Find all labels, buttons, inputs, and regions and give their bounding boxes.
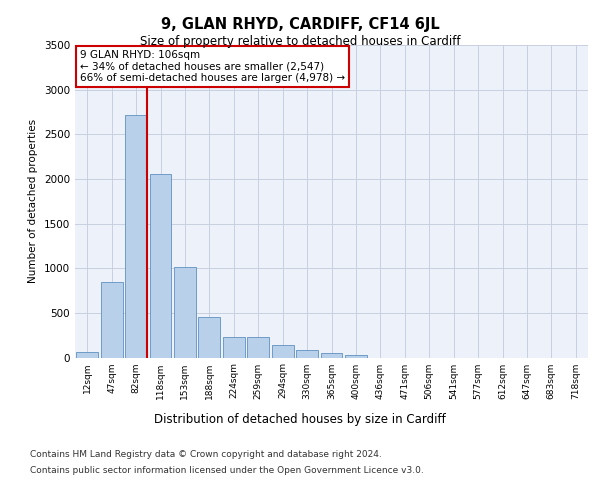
Bar (296, 350, 318, 358)
Bar (272, 344, 293, 358)
Text: Distribution of detached houses by size in Cardiff: Distribution of detached houses by size … (154, 412, 446, 426)
Bar (101, 282, 122, 358)
Text: 9, GLAN RHYD, CARDIFF, CF14 6JL: 9, GLAN RHYD, CARDIFF, CF14 6JL (161, 18, 439, 32)
Bar (320, 352, 343, 358)
Y-axis label: Number of detached properties: Number of detached properties (28, 119, 38, 284)
Bar (76, 352, 98, 358)
Bar (149, 174, 172, 358)
Bar (345, 355, 367, 358)
Text: Size of property relative to detached houses in Cardiff: Size of property relative to detached ho… (140, 35, 460, 48)
Bar (223, 337, 245, 357)
Text: 9 GLAN RHYD: 106sqm
← 34% of detached houses are smaller (2,547)
66% of semi-det: 9 GLAN RHYD: 106sqm ← 34% of detached ho… (80, 50, 345, 83)
Text: Contains public sector information licensed under the Open Government Licence v3: Contains public sector information licen… (30, 466, 424, 475)
Bar (125, 114, 147, 358)
Bar (199, 318, 220, 358)
Bar (174, 268, 196, 358)
Text: Contains HM Land Registry data © Crown copyright and database right 2024.: Contains HM Land Registry data © Crown c… (30, 450, 382, 459)
Bar (247, 337, 269, 357)
